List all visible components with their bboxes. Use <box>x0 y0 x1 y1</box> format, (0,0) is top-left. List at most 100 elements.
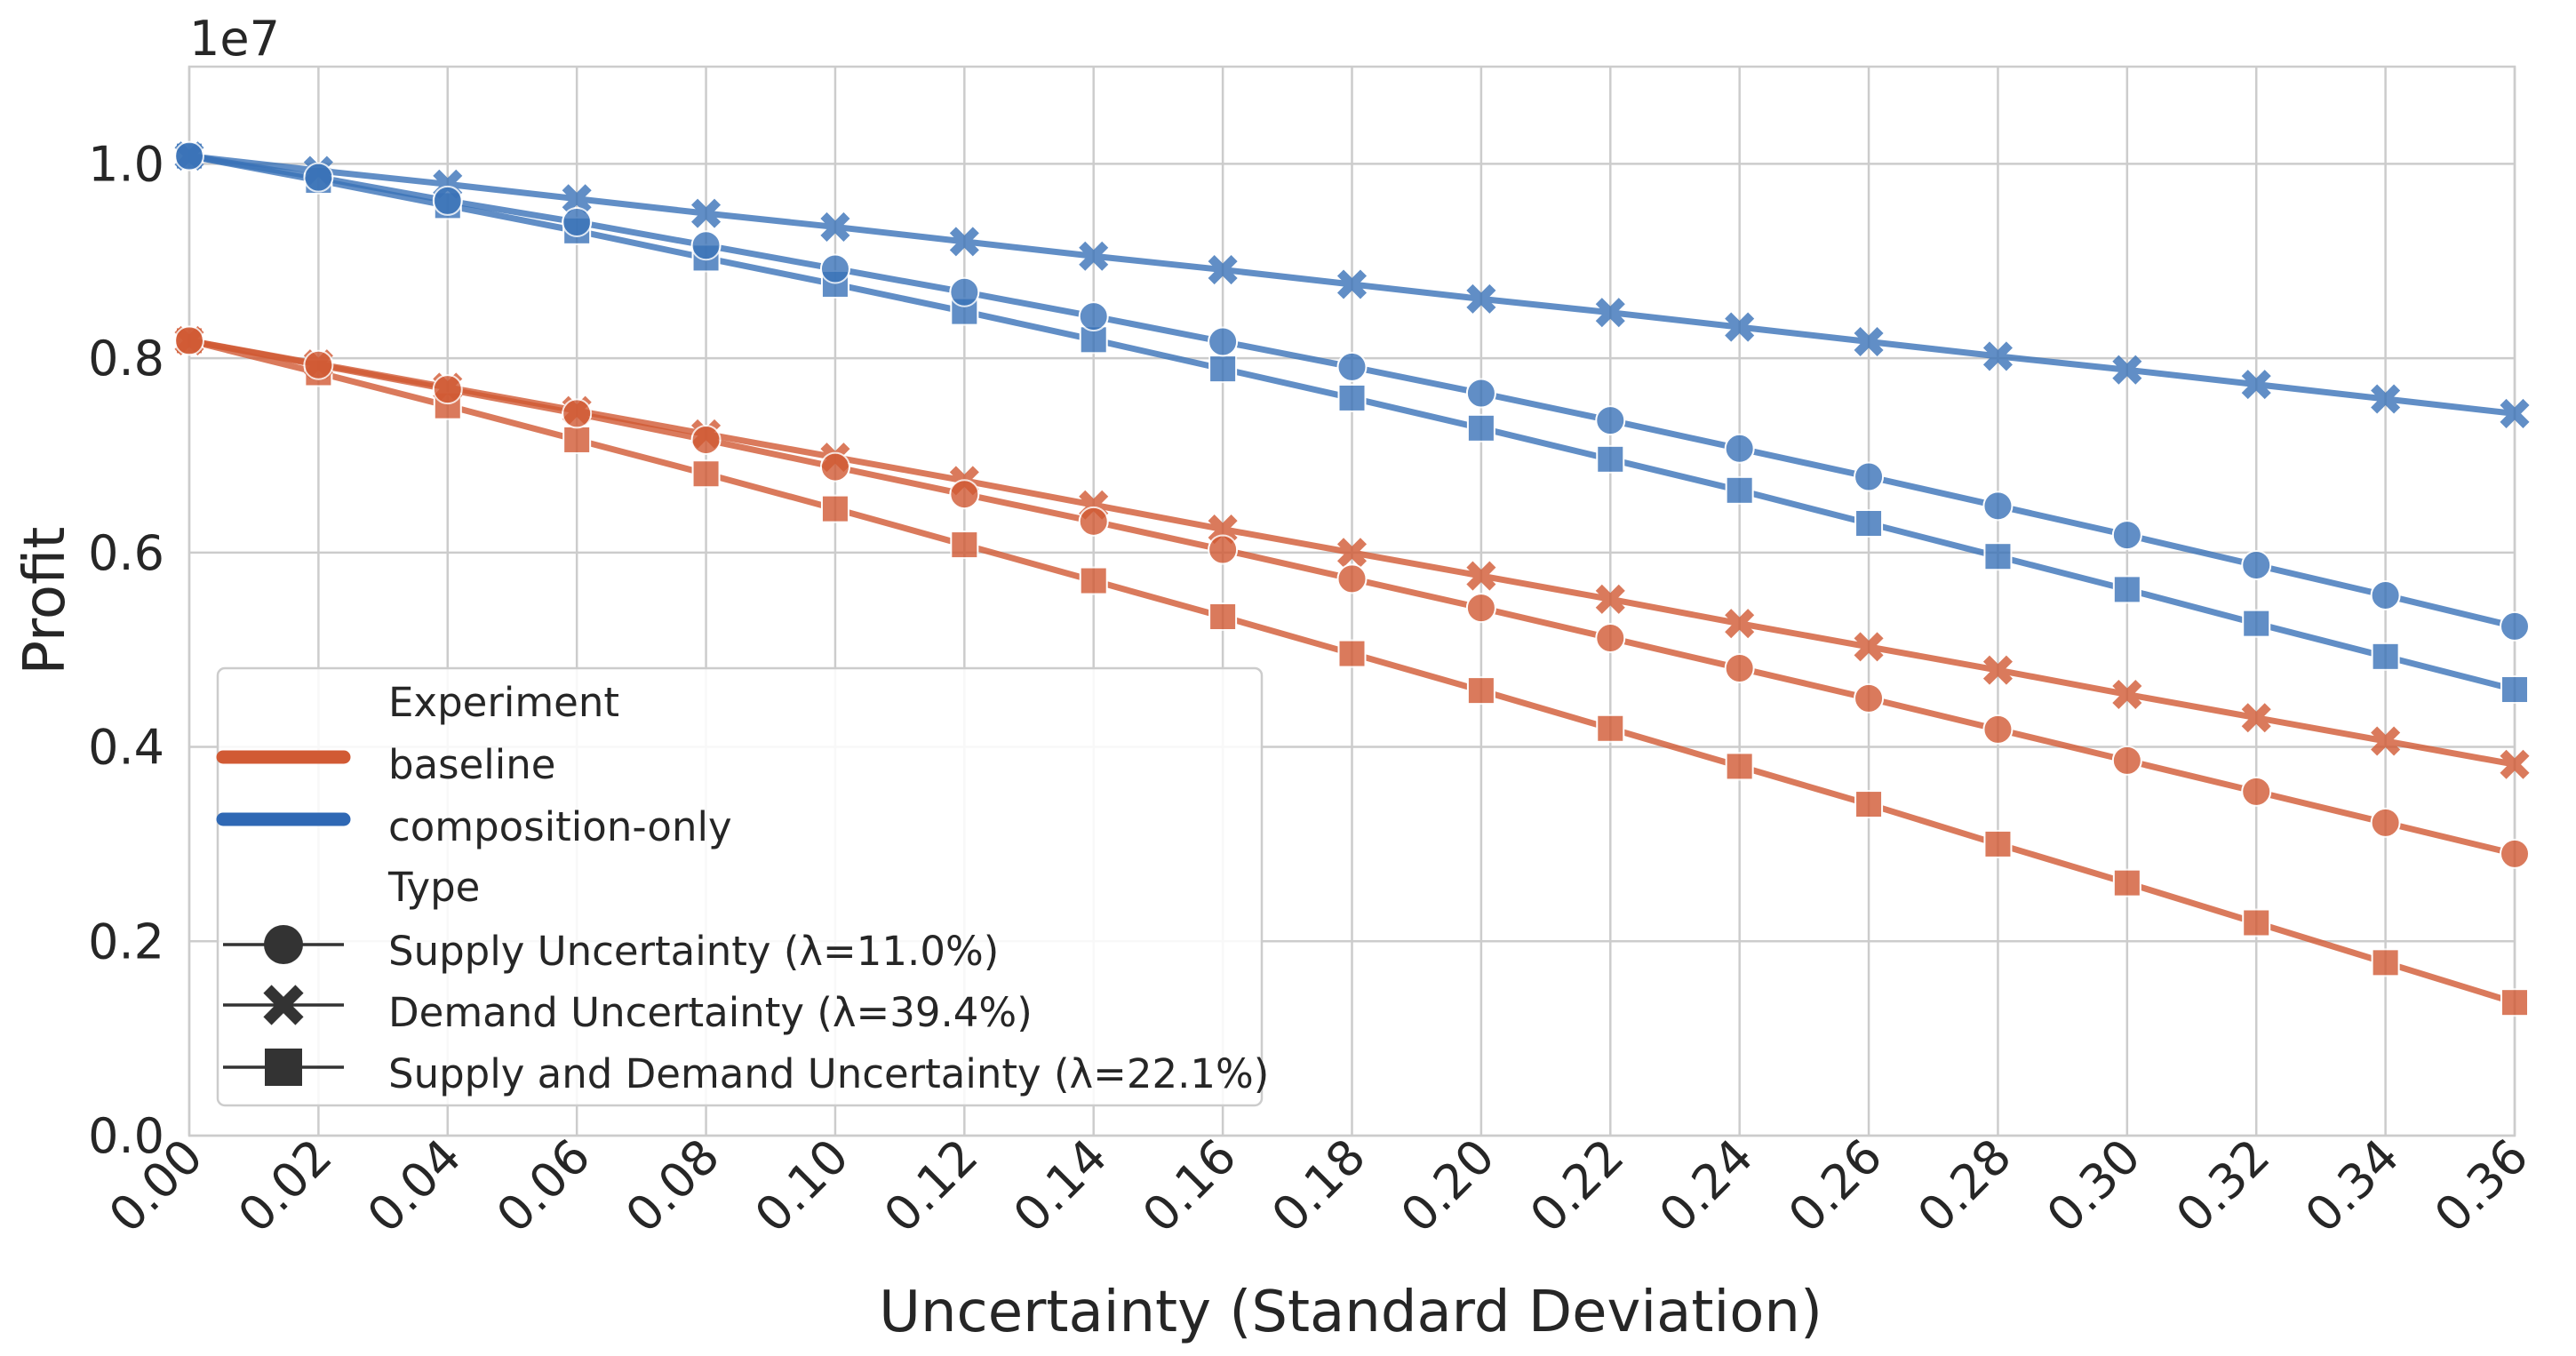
data-point-square <box>1337 383 1367 412</box>
y-axis-label: Profit <box>12 527 78 675</box>
data-point-x <box>2500 749 2530 779</box>
data-point-square <box>2242 609 2271 638</box>
data-point-circle <box>1724 433 1755 464</box>
data-point-circle <box>562 206 593 237</box>
data-point-circle <box>1336 563 1368 594</box>
data-point-circle <box>2241 550 2272 581</box>
data-point-square <box>950 530 979 560</box>
legend: Experiment baseline composition-only Typ… <box>216 666 1269 1107</box>
data-point-circle <box>949 276 980 307</box>
data-point-square <box>1466 676 1495 706</box>
data-point-circle <box>303 162 334 193</box>
data-point-square <box>1208 355 1238 384</box>
data-point-square <box>1079 566 1108 595</box>
series-layer <box>174 140 2530 1017</box>
data-point-circle <box>1465 593 1496 624</box>
data-point-circle <box>1982 491 2014 522</box>
data-point-circle <box>949 479 980 510</box>
data-point-x <box>2112 355 2142 385</box>
data-point-circle <box>1724 652 1755 683</box>
data-point-square <box>2112 868 2141 897</box>
data-point-x <box>1466 283 1496 314</box>
legend-label-supply: Supply Uncertainty (λ=11.0%) <box>388 928 999 975</box>
data-point-x <box>1595 298 1625 328</box>
data-point-square <box>1854 790 1884 819</box>
data-point-x <box>1725 609 1755 639</box>
data-point-square <box>2242 908 2271 937</box>
data-point-circle <box>432 374 463 405</box>
data-point-circle <box>1854 682 1885 714</box>
data-point-circle <box>174 325 204 356</box>
legend-title-experiment: Experiment <box>388 679 619 726</box>
data-point-square <box>1725 475 1754 505</box>
data-point-x <box>1336 269 1368 299</box>
data-point-circle <box>2370 807 2401 838</box>
data-point-circle <box>819 253 850 284</box>
data-point-square <box>820 494 849 523</box>
data-point-x <box>1982 655 2013 685</box>
data-point-circle <box>2370 579 2401 610</box>
data-point-x <box>1336 538 1368 568</box>
data-point-circle <box>2500 838 2530 869</box>
legend-label-supply-demand: Supply and Demand Uncertainty (λ=22.1%) <box>388 1050 1269 1097</box>
data-point-circle <box>2111 520 2142 551</box>
data-point-x <box>1595 584 1625 614</box>
legend-title-type: Type <box>387 864 480 911</box>
y-tick-label: 0.2 <box>88 913 164 969</box>
data-point-square <box>1596 444 1625 474</box>
data-point-square <box>1208 602 1238 631</box>
data-point-x <box>1079 241 1109 271</box>
y-offset-label: 1e7 <box>189 11 280 67</box>
y-tick-label: 0.6 <box>88 525 164 581</box>
data-point-square <box>1983 542 2013 571</box>
data-point-circle <box>1208 534 1239 565</box>
data-point-circle <box>2111 745 2142 776</box>
data-point-circle <box>690 230 722 261</box>
y-tick-label: 0.0 <box>88 1108 164 1164</box>
data-point-circle <box>819 451 850 483</box>
series-baseline-circle <box>174 325 2530 869</box>
data-point-square <box>2371 642 2400 671</box>
data-point-circle <box>1336 351 1368 382</box>
data-point-x <box>1854 632 1884 662</box>
data-point-square <box>1337 639 1367 668</box>
data-point-circle <box>1078 301 1109 332</box>
data-point-circle <box>2500 610 2530 642</box>
legend-box <box>216 666 1264 1107</box>
legend-label-demand: Demand Uncertainty (λ=39.4%) <box>388 989 1033 1036</box>
data-point-circle <box>174 140 204 171</box>
data-point-circle <box>2241 776 2272 807</box>
series-composition-only-circle <box>174 140 2530 642</box>
data-point-square <box>2371 948 2400 977</box>
data-point-circle <box>1595 623 1626 654</box>
y-tick-labels: 0.0 0.2 0.4 0.6 0.8 1.0 <box>88 136 164 1164</box>
data-point-x <box>1982 341 2013 371</box>
data-point-circle <box>1078 506 1109 537</box>
data-point-square <box>562 425 592 454</box>
data-point-square <box>1725 752 1754 781</box>
data-point-x <box>2500 398 2530 428</box>
data-point-square <box>1466 413 1495 443</box>
y-tick-label: 1.0 <box>88 136 164 192</box>
data-point-x <box>1466 561 1496 591</box>
data-point-circle <box>432 185 463 216</box>
data-point-circle <box>1854 461 1885 492</box>
data-point-circle <box>562 398 593 429</box>
data-point-square <box>2500 988 2529 1017</box>
data-point-square <box>1854 509 1884 538</box>
legend-label-baseline: baseline <box>388 741 555 788</box>
legend-circle-marker <box>264 925 303 964</box>
data-point-x <box>2241 370 2271 400</box>
data-point-x <box>820 211 850 242</box>
data-point-circle <box>1465 378 1496 409</box>
legend-x-marker <box>263 985 304 1025</box>
legend-square-marker <box>265 1049 302 1086</box>
data-point-x <box>2112 679 2142 710</box>
data-point-circle <box>1595 405 1626 436</box>
plot-frame <box>187 65 2516 1137</box>
data-point-x <box>2371 384 2401 414</box>
x-axis-label: Uncertainty (Standard Deviation) <box>879 1280 1822 1345</box>
data-point-square <box>1983 829 2013 858</box>
data-point-x <box>2241 703 2271 733</box>
data-point-x <box>1208 255 1238 285</box>
